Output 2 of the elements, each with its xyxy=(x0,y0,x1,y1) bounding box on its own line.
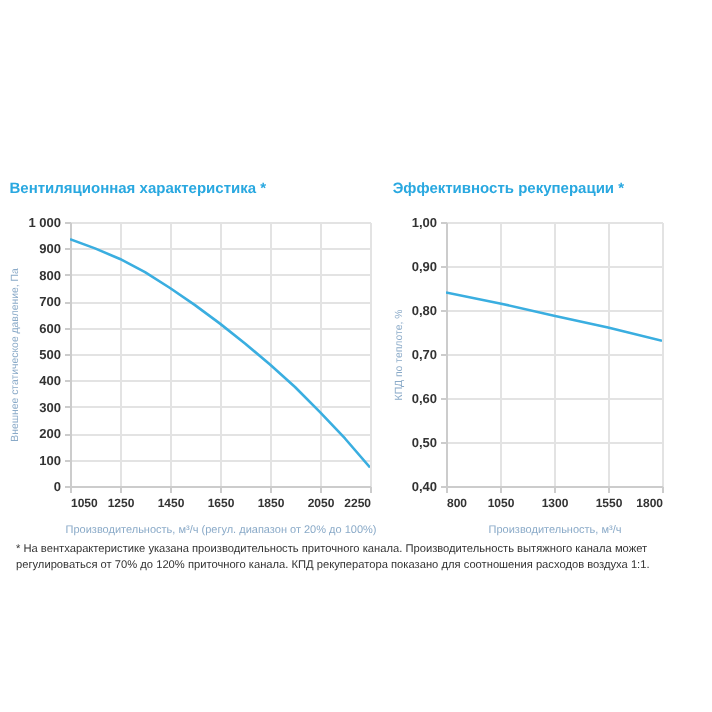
line-series xyxy=(70,237,370,469)
line-series xyxy=(446,291,662,343)
